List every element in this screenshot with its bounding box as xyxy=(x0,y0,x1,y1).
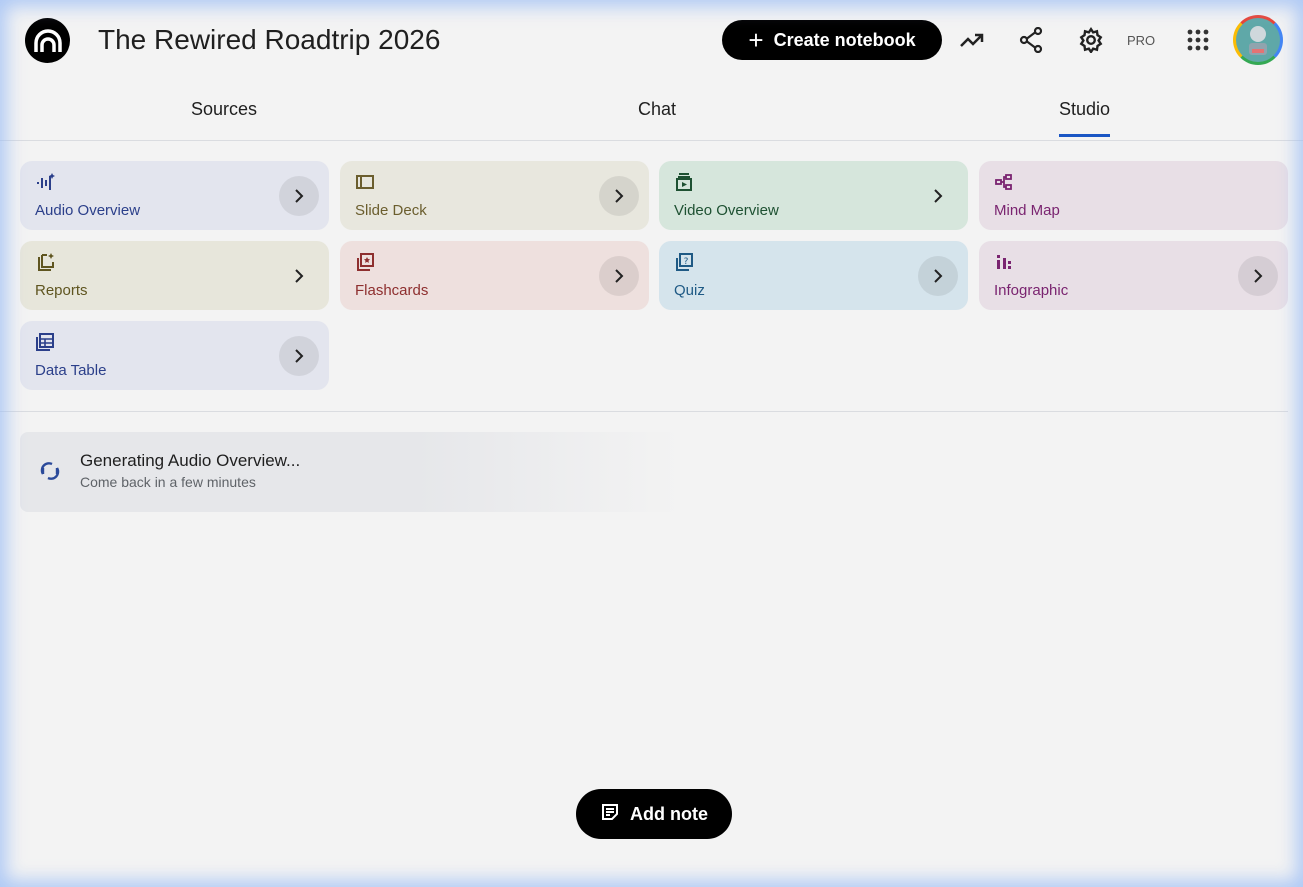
settings-icon[interactable] xyxy=(1077,26,1105,54)
add-note-button[interactable]: Add note xyxy=(576,789,732,839)
flashcards-icon xyxy=(357,253,374,271)
share-icon[interactable] xyxy=(1017,26,1045,54)
slides-icon xyxy=(356,175,374,189)
studio-tool-label: Reports xyxy=(35,282,88,299)
studio-tool-label: Data Table xyxy=(35,362,107,379)
quiz-icon: ? xyxy=(676,253,693,271)
tab-sources[interactable]: Sources xyxy=(191,99,258,119)
studio-tool-slide-deck[interactable]: Slide Deck xyxy=(340,161,649,230)
chevron-right-icon[interactable] xyxy=(918,256,958,296)
notebook-title[interactable]: The Rewired Roadtrip 2026 xyxy=(98,24,441,55)
studio-tool-audio-overview[interactable]: Audio Overview xyxy=(20,161,329,230)
studio-tool-infographic[interactable]: Infographic xyxy=(979,241,1288,310)
studio-tool-flashcards[interactable]: Flashcards xyxy=(340,241,649,310)
tab-bar: Sources Chat Studio xyxy=(0,86,1303,141)
studio-tool-label: Mind Map xyxy=(994,202,1060,219)
chevron-right-icon[interactable] xyxy=(918,176,958,216)
create-notebook-button[interactable]: + Create notebook xyxy=(722,20,942,60)
notebooklm-logo[interactable] xyxy=(25,18,70,63)
user-avatar[interactable] xyxy=(1233,15,1283,65)
chevron-right-icon[interactable] xyxy=(279,176,319,216)
plus-icon: + xyxy=(748,25,764,55)
chevron-right-icon[interactable] xyxy=(599,176,639,216)
note-icon xyxy=(600,802,620,827)
tab-chat[interactable]: Chat xyxy=(638,99,677,119)
video-icon xyxy=(676,173,692,191)
studio-tool-label: Infographic xyxy=(994,282,1069,299)
generating-title: Generating Audio Overview... xyxy=(80,451,301,470)
studio-tool-data-table[interactable]: Data Table xyxy=(20,321,329,390)
chevron-right-icon[interactable] xyxy=(279,336,319,376)
studio-tool-label: Slide Deck xyxy=(355,202,427,219)
reports-icon xyxy=(38,253,54,271)
sync-icon xyxy=(38,459,62,488)
studio-tool-label: Audio Overview xyxy=(35,202,141,219)
infographic-icon xyxy=(997,255,1011,269)
generating-subtitle: Come back in a few minutes xyxy=(80,474,256,490)
chevron-right-icon[interactable] xyxy=(1238,256,1278,296)
mind-map-icon xyxy=(995,174,1012,190)
studio-tool-label: Flashcards xyxy=(355,282,429,299)
tab-studio[interactable]: Studio xyxy=(1059,99,1111,137)
svg-text:?: ? xyxy=(684,257,689,267)
studio-tool-mind-map[interactable]: Mind Map xyxy=(979,161,1288,230)
pro-badge: PRO xyxy=(1127,33,1156,48)
studio-tool-quiz[interactable]: ? Quiz xyxy=(659,241,968,310)
studio-tool-video-overview[interactable]: Video Overview xyxy=(659,161,968,230)
apps-grid-icon[interactable] xyxy=(1184,26,1212,54)
divider xyxy=(0,411,1288,412)
chevron-right-icon[interactable] xyxy=(599,256,639,296)
studio-tool-label: Quiz xyxy=(674,282,705,299)
table-icon xyxy=(36,333,54,351)
generating-audio-overview-item: Generating Audio Overview... Come back i… xyxy=(20,432,680,512)
chevron-right-icon[interactable] xyxy=(279,256,319,296)
studio-tool-label: Video Overview xyxy=(674,202,779,219)
analytics-icon[interactable] xyxy=(958,26,986,54)
studio-tool-reports[interactable]: Reports xyxy=(20,241,329,310)
audio-waveform-icon xyxy=(37,173,55,190)
